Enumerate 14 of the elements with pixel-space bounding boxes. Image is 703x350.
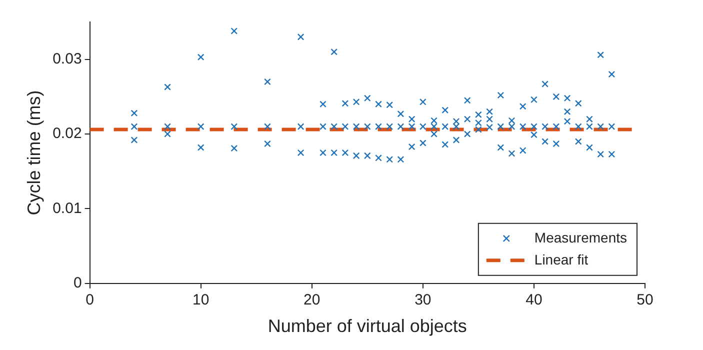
legend-label: Linear fit	[534, 251, 588, 268]
y-axis-title: Cycle time (ms)	[24, 90, 44, 216]
y-tick-label: 0.02	[52, 125, 82, 142]
x-tick-label: 50	[636, 292, 654, 309]
x-tick-label: 0	[86, 292, 94, 309]
x-tick-label: 10	[192, 292, 210, 309]
x-tick-label: 20	[304, 292, 320, 309]
x-axis-title: Number of virtual objects	[268, 316, 467, 336]
legend-label: Measurements	[534, 229, 627, 246]
y-tick-label: 0.01	[52, 200, 82, 217]
x-tick-label: 40	[526, 292, 542, 309]
y-tick-label: 0.03	[52, 50, 82, 68]
x-tick-label: 30	[414, 292, 432, 309]
y-tick-label: 0	[73, 274, 82, 292]
